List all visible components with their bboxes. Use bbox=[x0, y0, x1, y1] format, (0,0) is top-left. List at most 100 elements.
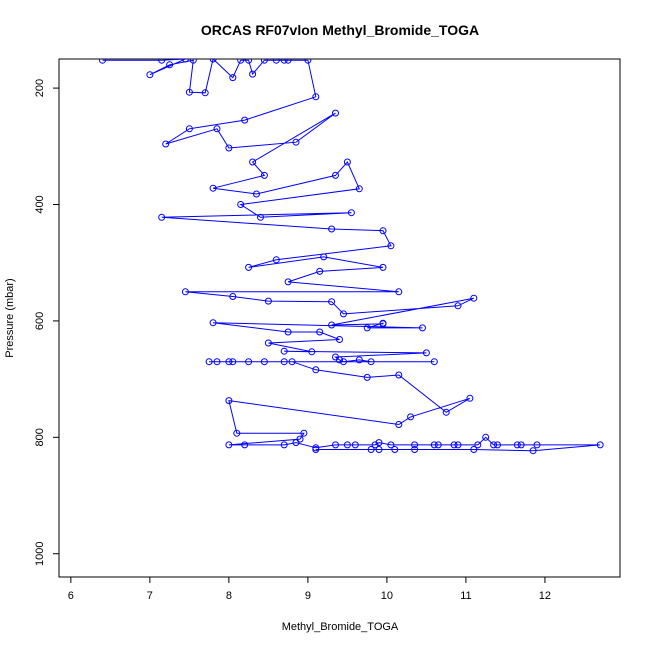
data-point bbox=[513, 441, 521, 449]
x-tick-label: 9 bbox=[305, 590, 311, 602]
data-point bbox=[316, 328, 324, 336]
data-point bbox=[328, 225, 336, 233]
data-point bbox=[450, 441, 458, 449]
data-point bbox=[181, 59, 189, 63]
data-point bbox=[340, 358, 347, 366]
data-point bbox=[209, 184, 217, 192]
data-point bbox=[99, 59, 106, 64]
data-point bbox=[284, 278, 292, 286]
data-point bbox=[434, 441, 442, 449]
data-point bbox=[375, 446, 383, 453]
y-tick-label: 800 bbox=[34, 428, 46, 446]
data-point bbox=[312, 93, 320, 101]
data-point bbox=[482, 433, 490, 441]
data-point bbox=[292, 138, 300, 146]
data-point bbox=[328, 321, 336, 329]
data-point bbox=[249, 70, 257, 78]
data-point bbox=[355, 185, 363, 193]
data-point bbox=[272, 59, 280, 64]
data-point bbox=[162, 140, 170, 148]
y-tick-label: 600 bbox=[34, 312, 46, 330]
data-point bbox=[146, 71, 154, 79]
data-point bbox=[312, 366, 320, 374]
data-point bbox=[229, 293, 237, 300]
data-point bbox=[300, 429, 308, 437]
data-point bbox=[280, 358, 288, 366]
x-tick-label: 12 bbox=[539, 590, 551, 602]
data-point bbox=[189, 59, 197, 64]
data-point bbox=[363, 324, 371, 332]
data-point bbox=[237, 59, 245, 64]
data-point bbox=[292, 439, 300, 447]
data-point bbox=[205, 358, 213, 366]
data-point bbox=[371, 441, 379, 449]
data-point bbox=[379, 263, 387, 271]
y-tick-label: 400 bbox=[34, 195, 46, 213]
data-point bbox=[185, 88, 193, 96]
data-point bbox=[264, 339, 272, 347]
data-point bbox=[280, 441, 288, 449]
data-point bbox=[158, 213, 166, 221]
data-point bbox=[304, 59, 312, 64]
chart-title: ORCAS RF07vlon Methyl_Bromide_TOGA bbox=[201, 22, 479, 38]
data-point bbox=[260, 59, 268, 64]
data-point bbox=[158, 59, 166, 64]
data-point bbox=[474, 441, 482, 449]
data-point bbox=[225, 144, 233, 152]
y-axis: 200 400 600 800 1000 bbox=[34, 79, 59, 566]
data-point bbox=[253, 190, 260, 198]
data-point bbox=[225, 358, 233, 366]
data-point bbox=[419, 324, 426, 332]
x-tick-label: 10 bbox=[381, 590, 393, 602]
data-point bbox=[387, 242, 395, 250]
series-points bbox=[99, 59, 604, 455]
data-point bbox=[225, 397, 233, 405]
data-point bbox=[201, 89, 209, 97]
x-tick-label: 11 bbox=[460, 590, 471, 602]
data-point bbox=[257, 213, 264, 221]
data-point bbox=[225, 441, 233, 449]
x-tick-label: 8 bbox=[226, 590, 232, 602]
data-point bbox=[533, 441, 541, 449]
data-point bbox=[181, 288, 189, 296]
data-point bbox=[379, 227, 387, 235]
data-point bbox=[411, 441, 419, 449]
data-point bbox=[454, 441, 462, 449]
data-point bbox=[209, 319, 217, 327]
data-point bbox=[209, 59, 217, 63]
data-point bbox=[336, 356, 343, 364]
data-point bbox=[391, 446, 399, 453]
data-point bbox=[430, 441, 438, 449]
data-point bbox=[395, 421, 403, 428]
data-point bbox=[249, 158, 257, 166]
data-point bbox=[355, 356, 363, 364]
data-point bbox=[245, 263, 253, 271]
data-point bbox=[166, 61, 174, 69]
data-point bbox=[375, 439, 383, 447]
data-point bbox=[466, 394, 474, 402]
data-point bbox=[596, 441, 604, 449]
data-point bbox=[245, 358, 253, 366]
data-point bbox=[422, 349, 430, 357]
data-point bbox=[288, 358, 296, 366]
data-point bbox=[264, 297, 272, 305]
data-point bbox=[185, 125, 193, 133]
data-point bbox=[213, 358, 221, 366]
data-point bbox=[529, 447, 537, 455]
data-point bbox=[272, 256, 280, 264]
data-point bbox=[280, 59, 288, 64]
plot-frame bbox=[58, 58, 621, 578]
data-point bbox=[395, 371, 403, 379]
data-point bbox=[442, 408, 450, 416]
data-point bbox=[367, 358, 375, 366]
x-axis-label: Methyl_Bromide_TOGA bbox=[282, 621, 399, 633]
x-tick-label: 6 bbox=[68, 590, 74, 602]
data-point bbox=[351, 441, 359, 449]
series-lines bbox=[102, 59, 601, 452]
data-point bbox=[245, 59, 253, 64]
data-point bbox=[233, 429, 241, 437]
data-point bbox=[411, 446, 419, 453]
data-point bbox=[229, 358, 237, 366]
series-line bbox=[102, 59, 601, 452]
data-point bbox=[407, 413, 415, 421]
